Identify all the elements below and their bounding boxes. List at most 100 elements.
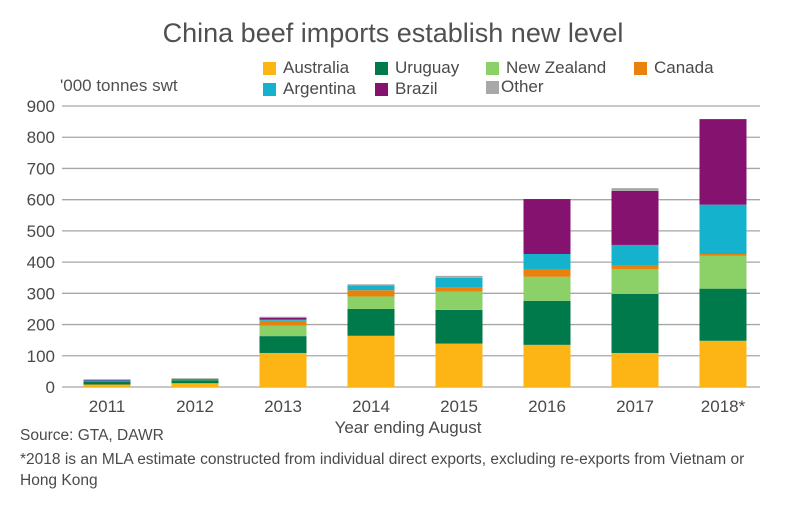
bar-segment-argentina bbox=[523, 253, 571, 269]
x-tick-label: 2013 bbox=[264, 397, 302, 416]
bar-stack-2017 bbox=[611, 188, 659, 387]
bar-segment-uruguay bbox=[435, 309, 483, 344]
x-tick-labels: 2011 2012 2013 2014 2015 2016 2017 2018* bbox=[89, 397, 746, 416]
x-tick-label: 2017 bbox=[616, 397, 654, 416]
legend-swatch bbox=[486, 80, 499, 94]
bar-segment-other bbox=[347, 284, 395, 286]
legend-swatch bbox=[263, 61, 276, 75]
bar-segment-brazil bbox=[523, 199, 571, 254]
bar-segment-argentina bbox=[171, 379, 219, 380]
y-tick-label: 300 bbox=[27, 284, 55, 303]
bar-segment-uruguay bbox=[523, 300, 571, 345]
bars bbox=[83, 119, 747, 387]
source-note: Source: GTA, DAWR bbox=[20, 427, 164, 444]
bar-segment-new-zealand bbox=[523, 276, 571, 301]
y-tick-label: 700 bbox=[27, 159, 55, 178]
y-tick-label: 200 bbox=[27, 316, 55, 335]
bar-segment-australia bbox=[699, 340, 747, 387]
bar-segment-uruguay bbox=[347, 308, 395, 336]
bar-stack-2014 bbox=[347, 284, 395, 387]
bar-stack-2013 bbox=[259, 316, 307, 387]
bar-segment-other bbox=[171, 378, 219, 380]
bar-segment-brazil bbox=[611, 190, 659, 245]
legend-item-australia: Australia bbox=[263, 58, 349, 78]
bar-segment-uruguay bbox=[171, 380, 219, 384]
legend-item-argentina: Argentina bbox=[263, 79, 356, 99]
bar-segment-australia bbox=[523, 344, 571, 387]
legend-swatch bbox=[634, 61, 647, 75]
bar-segment-australia bbox=[83, 384, 131, 387]
bar-segment-canada bbox=[347, 290, 395, 297]
x-tick-label: 2011 bbox=[89, 397, 126, 416]
legend-label: Canada bbox=[654, 58, 714, 77]
x-tick-label: 2012 bbox=[176, 397, 214, 416]
legend-swatch bbox=[486, 61, 499, 75]
bar-segment-uruguay bbox=[83, 381, 131, 385]
bar-segment-other bbox=[83, 379, 131, 380]
y-tick-label: 400 bbox=[27, 253, 55, 272]
legend-item-canada: Canada bbox=[634, 58, 714, 78]
bar-segment-canada bbox=[259, 320, 307, 326]
legend-item-other: Other bbox=[486, 77, 544, 97]
bar-segment-argentina bbox=[259, 319, 307, 321]
bar-segment-new-zealand bbox=[259, 325, 307, 337]
footnote: *2018 is an MLA estimate constructed fro… bbox=[20, 451, 745, 489]
bar-segment-uruguay bbox=[611, 293, 659, 353]
bar-segment-argentina bbox=[83, 380, 131, 382]
legend-swatch bbox=[375, 82, 388, 96]
y-tick-labels: 0 100 200 300 400 500 600 700 800 900 bbox=[27, 97, 55, 397]
legend-label: Brazil bbox=[395, 79, 438, 98]
legend-label: Argentina bbox=[283, 79, 356, 98]
bar-stack-2012 bbox=[171, 378, 219, 387]
bar-segment-australia bbox=[347, 335, 395, 387]
bar-segment-australia bbox=[611, 352, 659, 387]
bar-segment-other bbox=[435, 275, 483, 278]
bar-segment-canada bbox=[523, 268, 571, 277]
bar-segment-new-zealand bbox=[435, 291, 483, 310]
bar-segment-canada bbox=[435, 287, 483, 292]
bar-segment-canada bbox=[699, 253, 747, 256]
bar-segment-new-zealand bbox=[347, 296, 395, 309]
y-tick-label: 500 bbox=[27, 222, 55, 241]
x-tick-label: 2016 bbox=[528, 397, 566, 416]
legend-label: Uruguay bbox=[395, 58, 460, 77]
bar-segment-australia bbox=[171, 383, 219, 387]
legend-item-uruguay: Uruguay bbox=[375, 58, 459, 78]
bar-stack-2016 bbox=[523, 199, 571, 387]
bar-stack-2018 bbox=[699, 119, 747, 387]
bar-segment-uruguay bbox=[699, 288, 747, 341]
bar-segment-new-zealand bbox=[699, 255, 747, 289]
y-tick-label: 0 bbox=[46, 378, 55, 397]
y-tick-label: 600 bbox=[27, 191, 55, 210]
y-axis-unit-label: '000 tonnes swt bbox=[60, 76, 178, 95]
bar-segment-argentina bbox=[611, 244, 659, 266]
bar-segment-brazil bbox=[699, 119, 747, 205]
legend-swatch bbox=[263, 82, 276, 96]
bar-stack-2011 bbox=[83, 379, 131, 387]
legend: Australia Uruguay New Zealand Canada Arg… bbox=[263, 58, 733, 100]
bar-segment-argentina bbox=[347, 285, 395, 291]
legend-item-brazil: Brazil bbox=[375, 79, 438, 99]
y-tick-label: 900 bbox=[27, 97, 55, 116]
legend-label: New Zealand bbox=[506, 58, 607, 77]
legend-item-new-zealand: New Zealand bbox=[486, 58, 606, 78]
legend-label: Australia bbox=[283, 58, 350, 77]
x-tick-label: 2015 bbox=[440, 397, 478, 416]
x-tick-label: 2014 bbox=[352, 397, 390, 416]
bar-segment-uruguay bbox=[259, 336, 307, 353]
bar-segment-other bbox=[259, 316, 307, 318]
x-axis-label: Year ending August bbox=[334, 418, 482, 437]
chart-title: China beef imports establish new level bbox=[162, 18, 624, 48]
x-tick-label: 2018* bbox=[701, 397, 746, 416]
bar-segment-australia bbox=[435, 343, 483, 387]
bar-stack-2015 bbox=[435, 275, 483, 387]
bar-segment-canada bbox=[611, 265, 659, 269]
bar-segment-other bbox=[611, 188, 659, 191]
bar-segment-australia bbox=[259, 352, 307, 387]
bar-segment-new-zealand bbox=[611, 268, 659, 294]
y-tick-label: 100 bbox=[27, 347, 55, 366]
bar-segment-argentina bbox=[435, 277, 483, 288]
legend-label: Other bbox=[501, 77, 544, 96]
legend-swatch bbox=[375, 61, 388, 75]
